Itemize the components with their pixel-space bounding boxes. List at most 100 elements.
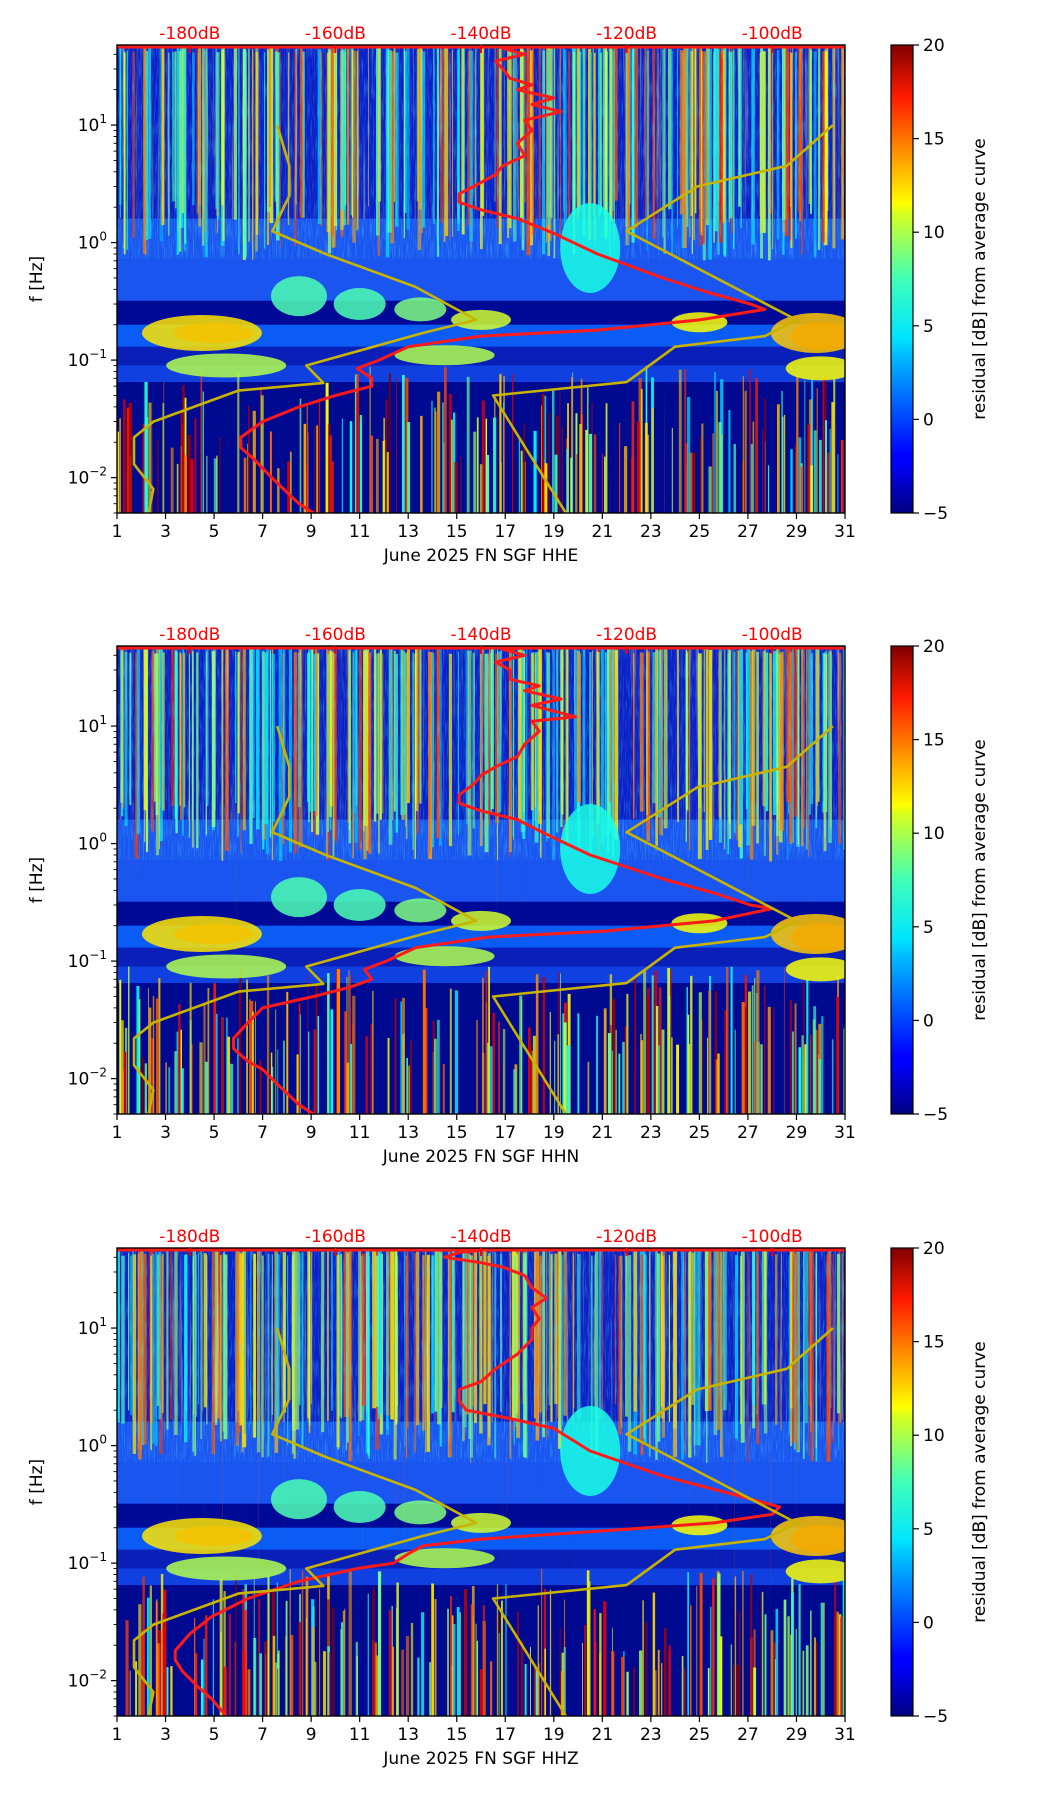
colorbar-frame: [890, 1247, 914, 1717]
low-noise-model-line: [132, 124, 478, 513]
high-noise-model-line: [491, 725, 834, 1114]
colorbar: [891, 45, 913, 513]
colorbar-tick-label: 20: [923, 1239, 945, 1259]
spectrogram: [117, 1248, 845, 1716]
microseism-blob: [271, 276, 327, 317]
colorbar-tick-label: 10: [923, 1426, 945, 1446]
y-tick-label: 100: [78, 230, 107, 254]
y-tick-base: 10: [68, 469, 90, 489]
colorbar-tick-label: −5: [923, 1707, 948, 1727]
x-tick-label: 11: [349, 522, 371, 542]
x-tick-label: 19: [543, 522, 565, 542]
y-tick-exponent: 1: [99, 1315, 107, 1329]
x-tick-label: 29: [786, 1123, 808, 1143]
microseism-blob: [785, 957, 845, 982]
spectrogram: [117, 45, 845, 513]
low-noise-model-line: [132, 725, 478, 1114]
db-tick-label: -140dB: [450, 24, 511, 44]
x-tick-label: 15: [446, 1725, 468, 1745]
y-tick-label: 101: [78, 1315, 107, 1339]
microseism-blob: [785, 1559, 845, 1584]
y-tick-exponent: 1: [99, 112, 107, 126]
microseism-blob: [770, 914, 845, 955]
microseism-blob: [394, 1548, 495, 1569]
x-tick-label: 9: [306, 1725, 317, 1745]
colorbar-tick-label: 10: [923, 223, 945, 243]
x-axis-title: June 2025 FN SGF HHE: [383, 546, 578, 566]
db-tick-label: -180dB: [159, 24, 220, 44]
x-tick-label: 15: [446, 1123, 468, 1143]
texture-red-streaks: [117, 646, 845, 1114]
x-tick-label: 3: [160, 1725, 171, 1745]
x-tick-label: 31: [834, 1725, 856, 1745]
x-tick-label: 27: [737, 1123, 759, 1143]
x-tick-label: 3: [160, 1123, 171, 1143]
microseism-blob: [451, 309, 511, 330]
microseism-blob: [560, 803, 621, 894]
microseism-blob: [394, 297, 447, 322]
x-tick-label: 13: [397, 1123, 419, 1143]
y-tick-label: 10−1: [68, 347, 107, 371]
colorbar-tick-label: 15: [923, 130, 945, 150]
average-psd-curve: [232, 646, 831, 1114]
y-tick-base: 10: [68, 1070, 90, 1090]
x-tick-label: 17: [494, 522, 516, 542]
microseism-blob: [451, 910, 511, 931]
colorbar-tick-label: 0: [923, 1613, 934, 1633]
microseism-blob: [394, 345, 495, 366]
x-tick-label: 25: [689, 522, 711, 542]
high-noise-model-line: [491, 124, 834, 513]
x-tick-label: 1: [112, 1725, 123, 1745]
y-tick-base: 10: [78, 1319, 100, 1339]
db-tick-label: -120dB: [596, 625, 657, 645]
y-tick-label: 101: [78, 713, 107, 737]
x-tick-label: 17: [494, 1725, 516, 1745]
y-tick-label: 10−2: [68, 465, 107, 489]
y-tick-base: 10: [68, 952, 90, 972]
x-tick-label: 31: [834, 522, 856, 542]
y-tick-label: 100: [78, 831, 107, 855]
x-tick-label: 17: [494, 1123, 516, 1143]
microseism-blob: [333, 889, 386, 922]
y-tick-exponent: −1: [89, 347, 107, 361]
db-tick-label: -160dB: [305, 1227, 366, 1247]
colorbar: [891, 646, 913, 1114]
x-tick-label: 13: [397, 522, 419, 542]
microseism-blob: [141, 916, 262, 953]
y-tick-exponent: 1: [99, 713, 107, 727]
y-axis-title: f [Hz]: [27, 1459, 47, 1505]
average-psd-curve: [173, 1248, 831, 1716]
db-tick-label: -140dB: [450, 1227, 511, 1247]
y-tick-label: 10−2: [68, 1668, 107, 1692]
spectrogram: [117, 646, 845, 1114]
x-tick-label: 7: [257, 1123, 268, 1143]
y-tick-exponent: −2: [89, 1668, 107, 1682]
x-axis-title: June 2025 FN SGF HHZ: [382, 1749, 578, 1769]
texture-red-streaks: [117, 1248, 845, 1716]
colorbar-tick-label: 5: [923, 1520, 934, 1540]
y-tick-base: 10: [78, 116, 100, 136]
x-tick-label: 19: [543, 1725, 565, 1745]
microseism-blob: [560, 202, 621, 293]
db-tick-label: -120dB: [596, 1227, 657, 1247]
x-tick-label: 5: [209, 522, 220, 542]
y-tick-base: 10: [78, 717, 100, 737]
low-noise-model-line: [132, 1327, 478, 1716]
y-tick-label: 10−1: [68, 1550, 107, 1574]
y-tick-exponent: 0: [99, 831, 107, 845]
microseism-blob: [333, 1491, 386, 1524]
microseism-blob: [451, 1512, 511, 1533]
microseism-blob: [333, 288, 386, 321]
x-tick-label: 29: [786, 1725, 808, 1745]
x-tick-label: 3: [160, 522, 171, 542]
colorbar-tick-label: 0: [923, 1011, 934, 1031]
db-tick-label: -140dB: [450, 625, 511, 645]
y-tick-base: 10: [68, 351, 90, 371]
x-tick-label: 5: [209, 1123, 220, 1143]
microseism-blob: [141, 315, 262, 352]
colorbar-frame: [890, 645, 914, 1115]
y-tick-label: 10−1: [68, 948, 107, 972]
x-tick-label: 25: [689, 1123, 711, 1143]
colorbar-label: residual [dB] from average curve: [970, 739, 990, 1020]
